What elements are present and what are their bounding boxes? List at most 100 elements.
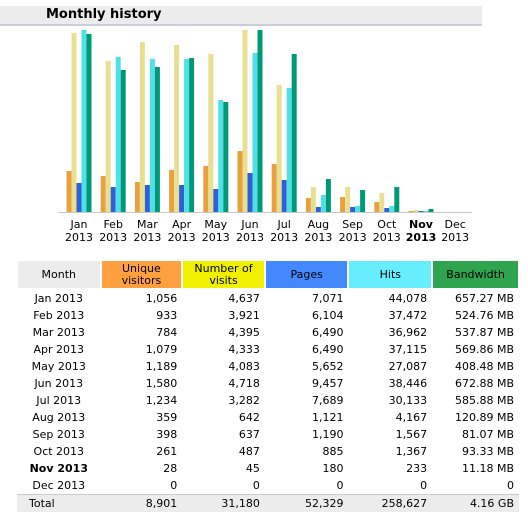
cell-visits: 4,718 (228, 377, 260, 390)
x-tick-month: Oct (377, 218, 397, 231)
cell-pages: 1,121 (311, 411, 344, 424)
bar-visits-nov (413, 210, 419, 212)
bar-hits-nov (423, 211, 429, 212)
bar-hits-may (218, 100, 224, 212)
x-tick-year: 2013 (270, 231, 298, 244)
bar-visits-aug (310, 187, 316, 212)
cell-visits: 31,180 (182, 494, 265, 512)
cell-month: May 2013 (31, 360, 86, 373)
cell-hits: 4,167 (395, 411, 428, 424)
bar-hits-sep (355, 206, 361, 212)
table-row: Mar 2013 784 4,395 6,490 36,962 537.87 MB (17, 324, 519, 341)
x-tick-month: Nov (409, 218, 434, 231)
header-hits: Hits (347, 259, 434, 290)
cell-month: Nov 2013 (29, 462, 88, 475)
cell-hits: 36,962 (388, 326, 428, 339)
cell-bandwidth: 524.76 MB (454, 309, 514, 322)
bar-unique-visitors-mar (134, 182, 140, 212)
bar-hits-feb (115, 57, 121, 212)
cell-pages: 1,190 (311, 428, 344, 441)
table-row: Aug 2013 359 642 1,121 4,167 120.89 MB (17, 409, 519, 426)
cell-hits: 1,567 (395, 428, 428, 441)
cell-bandwidth: 120.89 MB (454, 411, 514, 424)
monthly-history-chart: Jan2013Feb2013Mar2013Apr2013May2013Jun20… (58, 30, 472, 244)
bar-hits-apr (184, 59, 190, 212)
table-row: Jan 2013 1,056 4,637 7,071 44,078 657.27 MB (17, 289, 519, 307)
cell-unique-visitors: 1,056 (145, 292, 178, 305)
x-tick-year: 2013 (202, 231, 230, 244)
cell-visits: 3,921 (228, 309, 260, 322)
bar-unique-visitors-jul (271, 164, 277, 212)
bar-hits-jan (81, 30, 87, 212)
table-row: May 2013 1,189 4,083 5,652 27,087 408.48 MB (17, 358, 519, 375)
table-row: Oct 2013 261 487 885 1,367 93.33 MB (17, 443, 519, 460)
bar-hits-oct (389, 206, 395, 212)
bar-pages-feb (110, 187, 116, 212)
table-row: Nov 2013 28 45 180 233 11.18 MB (17, 460, 519, 477)
bar-unique-visitors-feb (100, 176, 106, 212)
cell-visits: 3,282 (228, 394, 260, 407)
cell-bandwidth: 672.88 MB (454, 377, 514, 390)
cell-month: Jun 2013 (34, 377, 84, 390)
cell-month: Oct 2013 (33, 445, 85, 458)
x-tick-month: Apr (172, 218, 192, 231)
bar-pages-apr (179, 185, 185, 212)
cell-visits: 4,637 (228, 292, 260, 305)
bar-pages-jun (247, 173, 253, 212)
table-row: Apr 2013 1,079 4,333 6,490 37,115 569.86 MB (17, 341, 519, 358)
cell-visits: 4,395 (228, 326, 260, 339)
bar-pages-oct (384, 208, 390, 212)
cell-pages: 7,689 (311, 394, 344, 407)
section-header: Monthly history (0, 6, 482, 26)
bar-visits-feb (105, 61, 111, 212)
bar-bandwidth-mb-mar (154, 67, 160, 212)
x-tick-month: Jul (277, 218, 291, 231)
cell-hits: 233 (406, 462, 428, 475)
cell-visits: 642 (238, 411, 260, 424)
bar-visits-jun (242, 30, 248, 212)
table-row: Feb 2013 933 3,921 6,104 37,472 524.76 MB (17, 307, 519, 324)
header-visits: Number of visits (181, 259, 266, 290)
bar-pages-sep (350, 207, 356, 212)
cell-bandwidth: 585.88 MB (454, 394, 514, 407)
cell-bandwidth: 81.07 MB (461, 428, 514, 441)
cell-bandwidth: 11.18 MB (461, 462, 514, 475)
bar-pages-may (213, 189, 219, 212)
cell-unique-visitors: 1,079 (145, 343, 178, 356)
cell-month: Apr 2013 (33, 343, 85, 356)
cell-hits: 44,078 (388, 292, 428, 305)
header-unique-visitors: Unique visitors (99, 259, 184, 290)
cell-bandwidth: 569.86 MB (454, 343, 514, 356)
bar-bandwidth-mb-apr (189, 58, 195, 212)
cell-month: Aug 2013 (32, 411, 86, 424)
cell-pages: 6,490 (311, 343, 344, 356)
bar-bandwidth-mb-jul (291, 54, 297, 212)
x-tick-month: Sep (342, 218, 363, 231)
bar-unique-visitors-aug (305, 198, 311, 212)
header-month: Month (16, 259, 102, 290)
cell-hits: 37,115 (388, 343, 428, 356)
cell-hits: 1,367 (395, 445, 428, 458)
x-tick-year: 2013 (339, 231, 367, 244)
bar-unique-visitors-jun (237, 151, 243, 212)
bar-hits-jul (286, 88, 292, 212)
bar-bandwidth-mb-oct (394, 187, 400, 212)
x-tick-month: Feb (103, 218, 122, 231)
bar-bandwidth-mb-feb (120, 70, 126, 212)
section-title: Monthly history (46, 7, 162, 22)
cell-unique-visitors: 1,580 (145, 377, 178, 390)
bar-visits-apr (174, 45, 180, 212)
cell-month: Total (17, 494, 101, 512)
bar-pages-jul (281, 180, 287, 212)
x-tick-year: 2013 (441, 231, 469, 244)
cell-unique-visitors: 1,234 (145, 394, 178, 407)
cell-hits: 38,446 (388, 377, 428, 390)
cell-visits: 487 (238, 445, 260, 458)
cell-hits: 0 (420, 479, 428, 492)
x-tick-year: 2013 (99, 231, 127, 244)
x-tick-month: Dec (445, 218, 466, 231)
cell-pages: 6,490 (311, 326, 344, 339)
cell-month: Sep 2013 (32, 428, 85, 441)
x-tick-month: Aug (308, 218, 329, 231)
bar-unique-visitors-oct (374, 202, 380, 212)
